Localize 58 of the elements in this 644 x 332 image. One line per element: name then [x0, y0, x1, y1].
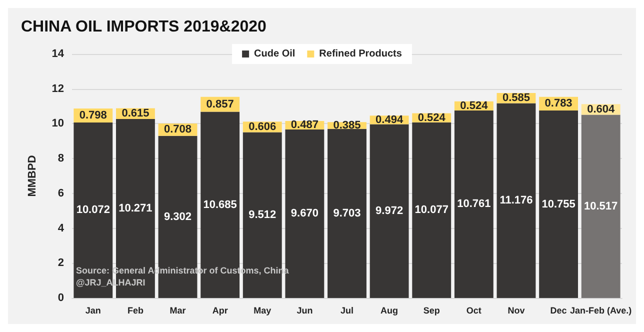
- y-tick-label: 12: [52, 82, 64, 95]
- x-tick-label: Nov: [508, 306, 525, 316]
- data-label: 9.302: [164, 210, 192, 223]
- data-label: 0.585: [502, 92, 530, 104]
- x-tick-label: Dec: [550, 306, 567, 316]
- bar: [328, 128, 366, 298]
- x-tick-label: Mar: [170, 306, 186, 316]
- data-label: 10.517: [584, 200, 618, 212]
- x-tick-label: Apr: [212, 306, 228, 316]
- bar: [454, 110, 494, 298]
- data-label: 10.072: [76, 204, 110, 216]
- y-tick-label: 10: [52, 118, 64, 130]
- y-tick-label: 8: [58, 152, 64, 165]
- x-tick-label: Jan-Feb (Ave.): [570, 306, 632, 316]
- data-label: 9.670: [290, 208, 318, 220]
- x-tick-label: May: [254, 306, 272, 316]
- data-label: 0.606: [248, 120, 276, 133]
- data-label: 10.755: [542, 198, 576, 210]
- bar: [581, 114, 620, 298]
- data-label: 9.512: [248, 209, 276, 222]
- x-tick-label: Jan: [85, 306, 101, 316]
- data-label: 0.798: [79, 110, 107, 122]
- y-tick-label: 4: [58, 222, 65, 234]
- data-label: 9.972: [376, 205, 404, 218]
- data-label: 0.487: [290, 119, 318, 132]
- bar: [496, 103, 536, 298]
- data-label: 10.761: [457, 198, 491, 210]
- y-tick-label: 0: [58, 292, 64, 304]
- data-label: 0.708: [164, 124, 192, 136]
- bar: [370, 124, 409, 298]
- data-label: 10.685: [203, 198, 237, 211]
- legend-label: Refined Products: [319, 48, 402, 60]
- data-label: 0.524: [460, 100, 489, 112]
- bar: [539, 110, 578, 298]
- legend-label: Cude Oil: [254, 48, 296, 60]
- data-label: 0.615: [122, 108, 150, 120]
- y-tick-label: 14: [52, 48, 65, 60]
- data-label: 10.077: [414, 204, 448, 216]
- y-axis-title: MMBPD: [26, 155, 38, 197]
- data-label: 11.176: [500, 194, 533, 207]
- x-tick-label: Sep: [423, 306, 440, 316]
- data-label: 9.703: [333, 207, 361, 220]
- x-tick-label: Jul: [340, 306, 354, 316]
- x-tick-label: Feb: [127, 306, 144, 316]
- bar: [412, 122, 452, 298]
- data-label: 0.524: [418, 112, 446, 124]
- data-label: 0.385: [333, 120, 361, 132]
- y-tick-label: 2: [58, 257, 64, 270]
- x-tick-label: Oct: [466, 306, 482, 316]
- chart-title: CHINA OIL IMPORTS 2019&2020: [21, 18, 267, 36]
- data-label: 10.271: [118, 202, 152, 214]
- data-label: 0.857: [206, 98, 234, 110]
- x-tick-label: Jun: [296, 306, 313, 316]
- data-label: 0.494: [376, 114, 404, 126]
- data-label: 0.604: [587, 103, 616, 116]
- data-label: 0.783: [544, 98, 572, 110]
- y-tick-label: 6: [58, 187, 64, 200]
- x-tick-label: Aug: [380, 306, 398, 316]
